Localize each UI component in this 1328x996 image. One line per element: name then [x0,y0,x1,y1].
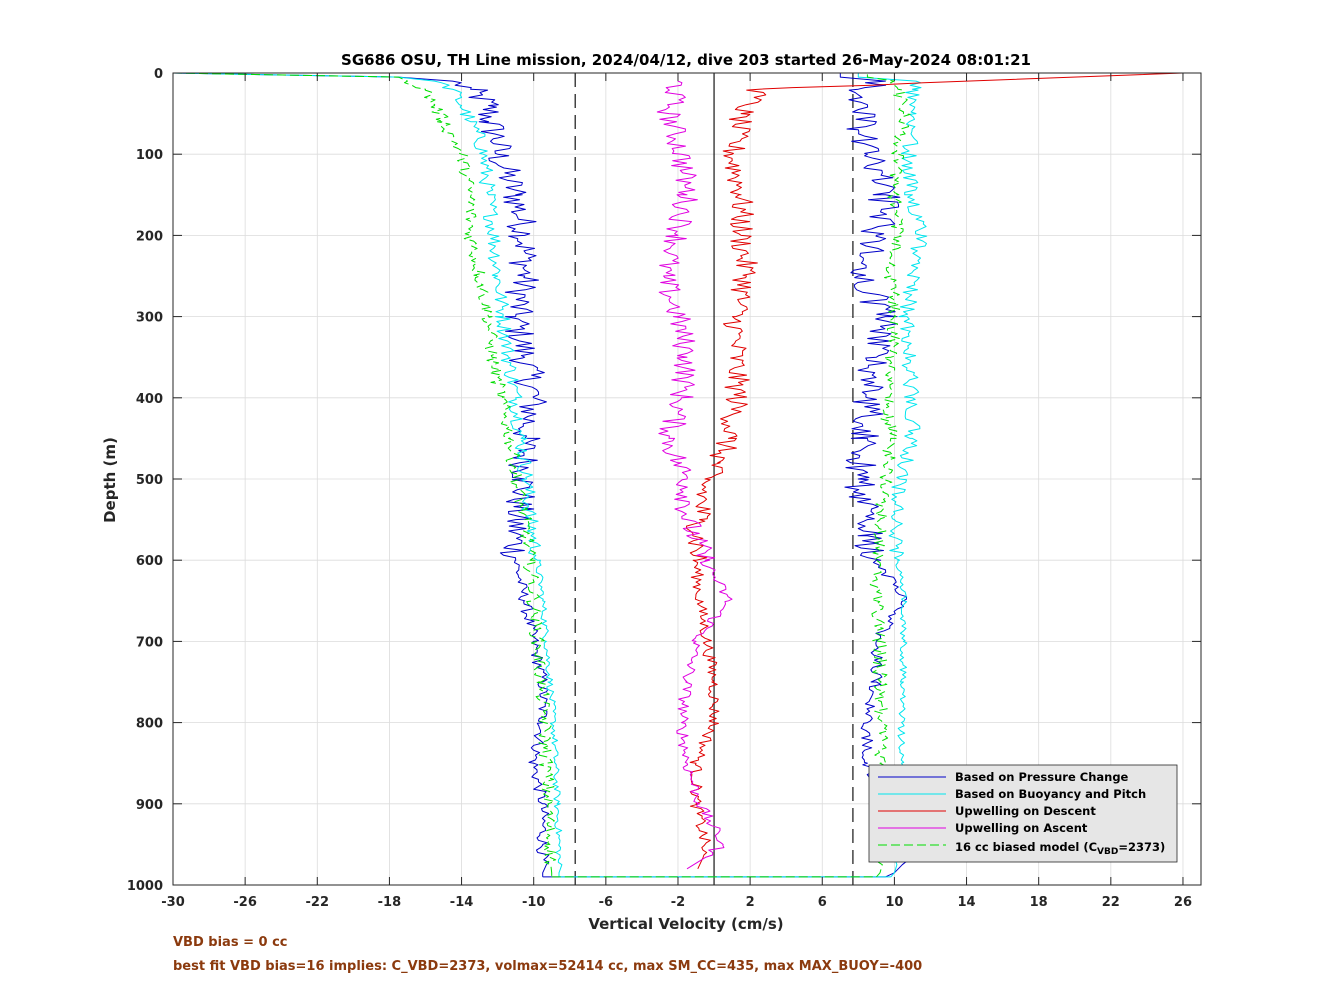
series-based-on-buoyancy-and-pitch-ascent [857,73,928,878]
x-tick-label: 6 [818,895,827,910]
x-tick-label: -26 [233,895,257,910]
series-upwelling-on-descent [686,72,1184,870]
best-fit-note: best fit VBD bias=16 implies: C_VBD=2373… [173,959,922,974]
x-tick-label: 22 [1102,895,1120,910]
y-tick-label: 0 [154,67,163,82]
legend-label: Upwelling on Descent [955,804,1096,818]
y-tick-label: 200 [136,229,163,244]
x-tick-label: -30 [161,895,185,910]
legend: Based on Pressure Change Based on Buoyanc… [868,764,1178,863]
y-tick-label: 100 [136,148,163,163]
x-axis-label: Vertical Velocity (cm/s) [588,915,783,933]
legend-model-label: 16 cc biased model (CVBD=2373) [955,840,1165,857]
x-tick-label: -2 [671,895,685,910]
series-based-on-pressure-change-ascent [839,73,916,878]
series-16-cc-biased-model-c-vbd-2373-ascent [866,73,911,878]
legend-model-prefix: 16 cc biased model (C [955,840,1097,854]
y-tick-label: 1000 [127,879,163,894]
x-tick-label: -22 [306,895,330,910]
y-tick-label: 900 [136,798,163,813]
legend-label: Based on Buoyancy and Pitch [955,787,1146,801]
series-based-on-buoyancy-and-pitch-descent [172,72,563,877]
y-tick-label: 700 [136,635,163,650]
legend-label: Based on Pressure Change [955,770,1129,784]
series-16-cc-biased-model-c-vbd-2373-descent [172,72,557,877]
x-tick-label: -6 [599,895,613,910]
x-tick-label: 14 [957,895,975,910]
legend-model-subscript: VBD [1097,847,1118,857]
x-tick-label: 2 [746,895,755,910]
y-tick-label: 500 [136,473,163,488]
legend-rows: Based on Pressure Change Based on Buoyanc… [878,770,1146,846]
reference-lines [574,73,854,885]
x-tick-label: -18 [378,895,402,910]
x-tick-label: 10 [885,895,903,910]
x-tick-label: -14 [450,895,474,910]
y-tick-label: 600 [136,554,163,569]
x-tick-label: -10 [522,895,546,910]
chart-title: SG686 OSU, TH Line mission, 2024/04/12, … [341,51,1031,69]
vbd-bias-note: VBD bias = 0 cc [173,935,288,950]
legend-label: Upwelling on Ascent [955,821,1088,835]
y-axis-label: Depth (m) [101,437,119,523]
x-tick-label: 18 [1030,895,1048,910]
series-based-on-pressure-change-descent [172,72,550,877]
y-tick-label: 300 [136,311,163,326]
legend-box [868,764,1178,863]
legend-model-suffix: =2373) [1118,840,1165,854]
series-lines [172,72,1184,878]
y-tick-label: 800 [136,717,163,732]
grid [172,72,1201,886]
series-upwelling-on-ascent [656,73,733,870]
y-tick-label: 400 [136,392,163,407]
axis-ticks: -30 -26 -22 -18 -14 -10 -6 -2 2 6 10 14 18 22 26010020… [127,67,1201,910]
x-tick-label: 26 [1174,895,1192,910]
